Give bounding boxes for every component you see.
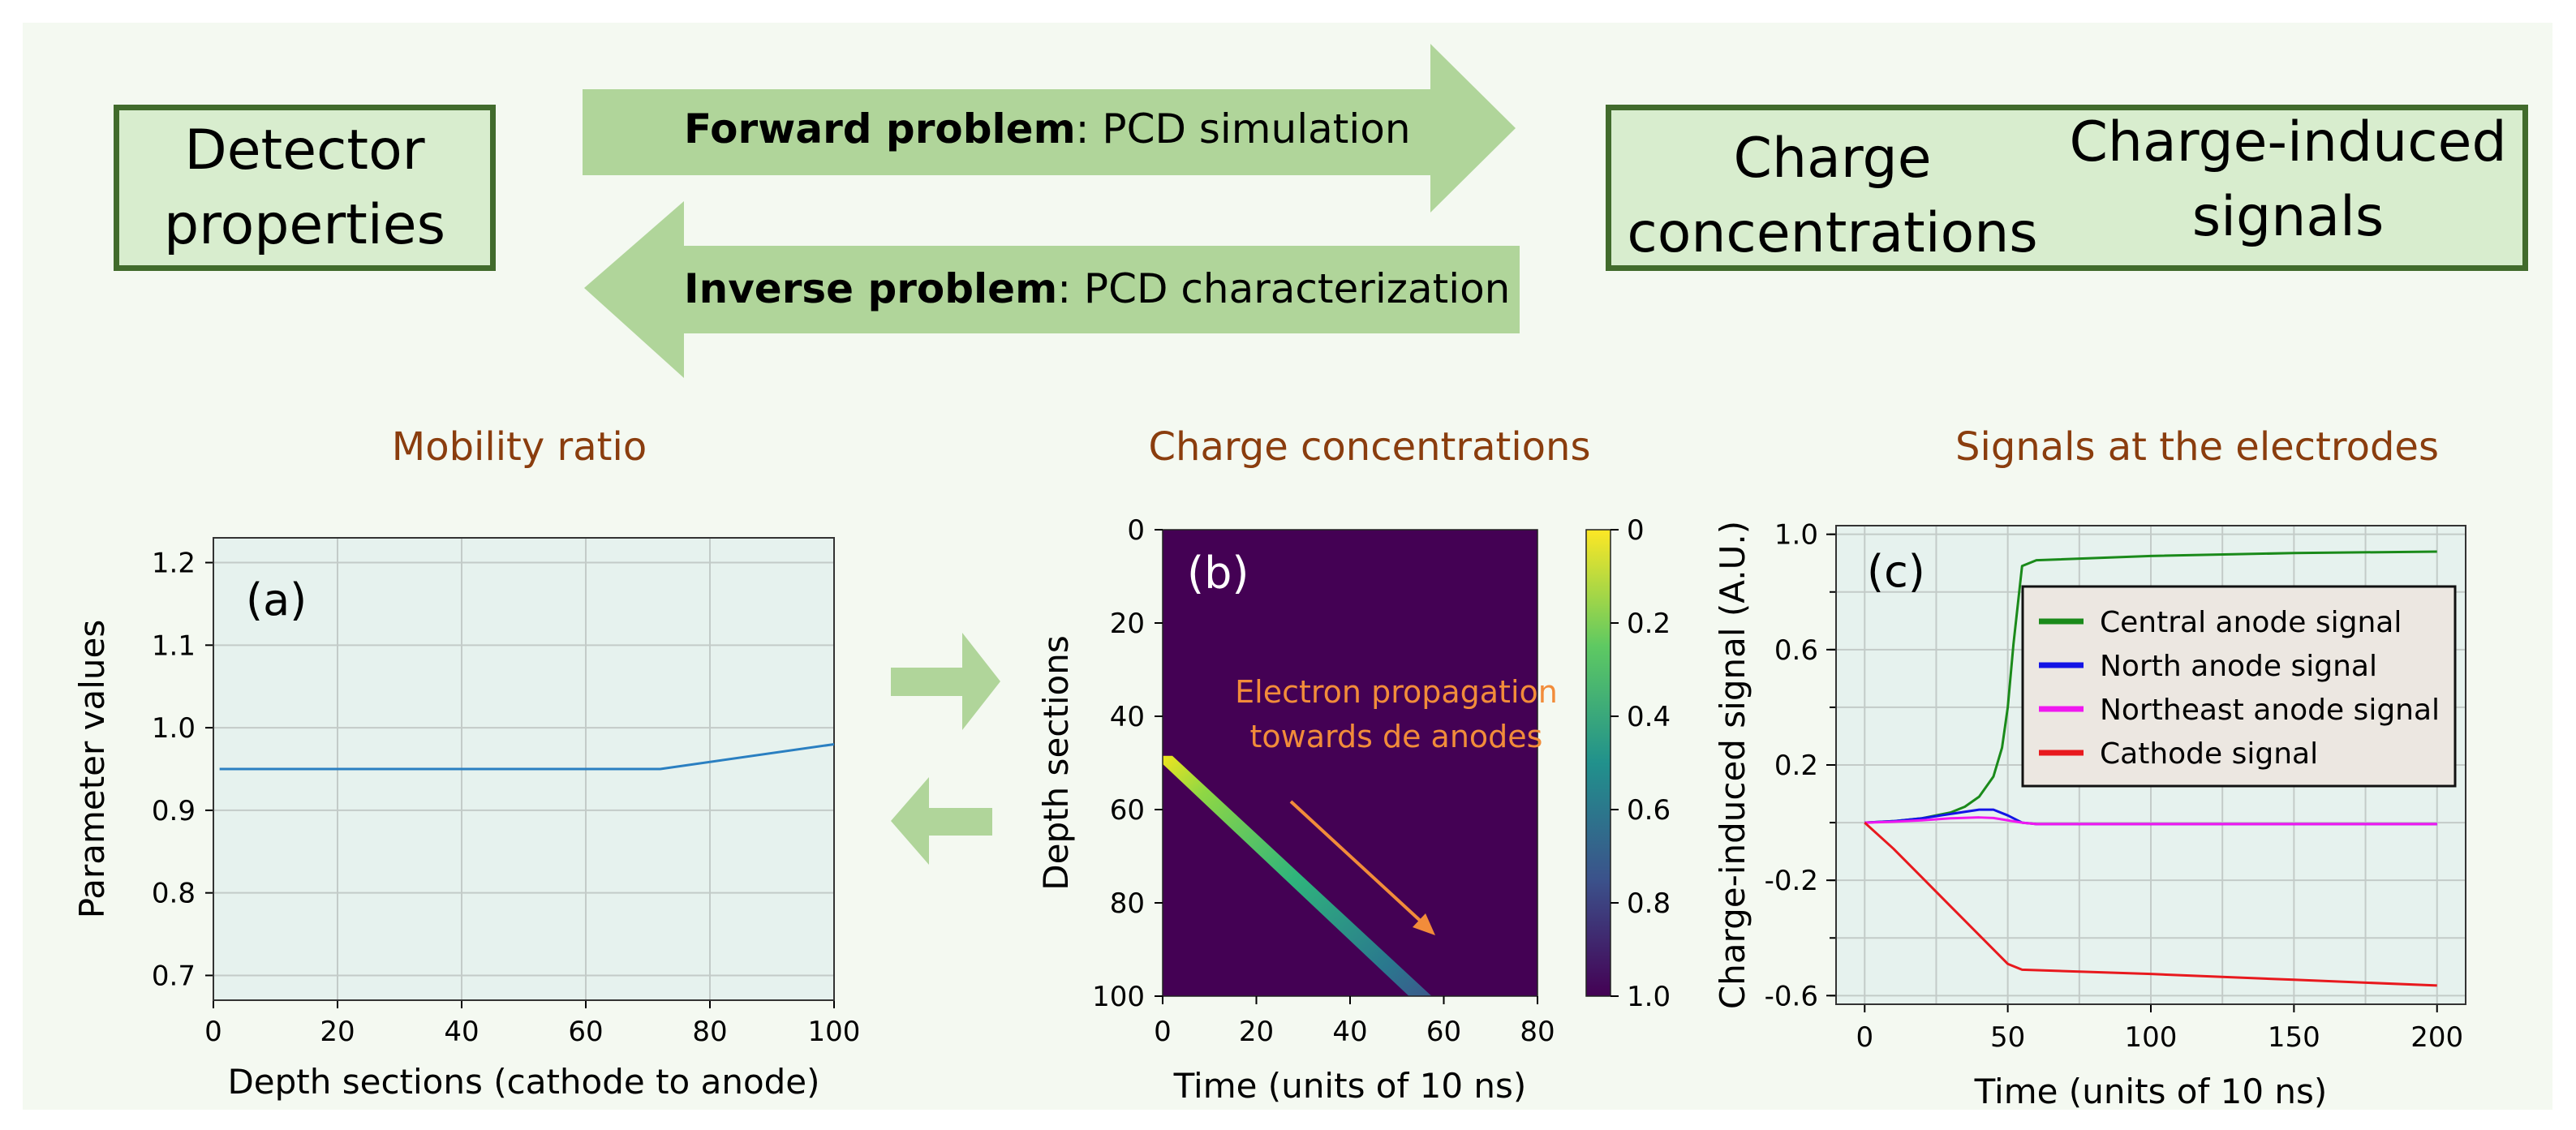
legend-box (2021, 585, 2457, 788)
y-tick-label: -0.6 (1765, 980, 1818, 1012)
x-tick-label: 60 (1426, 1016, 1461, 1048)
y-tick-label: 20 (1110, 608, 1145, 640)
x-tick-label: 100 (808, 1016, 858, 1048)
y-tick-label: 1.1 (152, 629, 196, 662)
x-axis-label: Depth sections (cathode to anode) (227, 1062, 819, 1102)
colorbar (1586, 530, 1611, 996)
y-axis-label: Parameter values (72, 620, 112, 918)
colorbar-tick-label: 1.0 (1627, 981, 1671, 1013)
y-tick-label: 100 (1092, 981, 1145, 1013)
x-tick-label: 100 (2125, 1021, 2178, 1054)
panel-label-a: (a) (246, 574, 307, 625)
y-tick-label: 0.7 (152, 960, 196, 992)
x-axis-label: Time (units of 10 ns) (1974, 1072, 2328, 1110)
forward-arrow-label: Forward problem: PCD simulation (684, 105, 1411, 153)
panel-label-b: (b) (1187, 548, 1249, 599)
legend-label: Central anode signal (2100, 606, 2402, 639)
electron-band (1163, 755, 1432, 996)
detector-properties-line2: properties (163, 192, 445, 257)
panel-a-chart: 0 20 40 60 80 100 0.7 0.8 0.9 1.0 1.1 1.2 (a) Depth s… (72, 537, 858, 1102)
plot-frame (1835, 525, 2466, 1005)
x-tick-label: 40 (444, 1016, 479, 1048)
y-tick-label: -0.2 (1765, 865, 1818, 897)
charge-induced-signals-label: Charge-induced signals (2069, 110, 2507, 249)
panel-c-chart: 0 50 100 150 200 1.0 0.6 0.2 -0.2 -0.6 (c) Central … (1713, 519, 2466, 1110)
annotation-arrow-head (1413, 913, 1435, 935)
legend-label: North anode signal (2100, 650, 2377, 683)
annotation-line1: Electron propagation (1235, 674, 1558, 710)
colorbar-tick-label: 0.6 (1627, 794, 1671, 827)
forward-arrow (583, 44, 1516, 213)
x-tick-label: 200 (2410, 1021, 2463, 1054)
series-line-mobility (219, 742, 835, 771)
y-axis-label: Charge-induced signal (A.U.) (1713, 521, 1752, 1009)
detector-properties-line1: Detector (184, 118, 425, 183)
plot-frame (213, 537, 835, 1001)
x-tick-label: 150 (2268, 1021, 2320, 1054)
x-tick-label: 0 (1856, 1021, 1873, 1054)
y-tick-label: 60 (1110, 794, 1145, 827)
x-tick-label: 80 (1520, 1016, 1555, 1048)
y-tick-label: 80 (1110, 887, 1145, 920)
panel-c-title: Signals at the electrodes (1955, 424, 2439, 470)
series-line (1864, 821, 2437, 987)
charge-concentrations-label: Charge concentrations (1627, 126, 2038, 265)
small-right-arrow (891, 633, 1000, 730)
x-tick-label: 50 (1990, 1021, 2025, 1054)
y-tick-label: 0.9 (152, 795, 196, 827)
y-tick-label: 40 (1110, 701, 1145, 733)
x-tick-label: 20 (1239, 1016, 1274, 1048)
y-tick-label: 1.0 (152, 712, 196, 745)
detector-properties-box: Detector properties (114, 105, 496, 271)
x-axis-label: Time (units of 10 ns) (1173, 1066, 1527, 1106)
inverse-arrow (584, 201, 1520, 378)
y-tick-label: 0 (1127, 514, 1145, 547)
legend-label: Northeast anode signal (2100, 694, 2440, 727)
colorbar-tick-label: 0 (1627, 514, 1645, 547)
heatmap-area (1163, 530, 1537, 996)
panel-a-title: Mobility ratio (391, 424, 647, 470)
small-arrows (891, 633, 1000, 865)
annotation-arrow-shaft (1289, 800, 1427, 927)
small-left-arrow (891, 777, 992, 865)
y-axis-label: Depth sections (1036, 635, 1076, 890)
panel-b-title: Charge concentrations (1148, 424, 1591, 470)
colorbar-tick-label: 0.2 (1627, 608, 1671, 640)
panel-b-chart: 0 20 40 60 80 0 20 40 60 80 100 (b) Electron propaga… (1036, 514, 1671, 1106)
y-tick-label: 1.2 (152, 548, 196, 580)
y-tick-label: 0.6 (1774, 634, 1818, 667)
outputs-box: Charge concentrations Charge-induced sig… (1606, 105, 2528, 271)
x-tick-label: 60 (568, 1016, 603, 1048)
x-tick-label: 80 (692, 1016, 727, 1048)
colorbar-tick-label: 0.4 (1627, 701, 1671, 733)
legend-label: Cathode signal (2100, 737, 2318, 771)
colorbar-frame (1585, 529, 1611, 997)
colorbar-tick-label: 0.8 (1627, 887, 1671, 920)
x-tick-label: 40 (1332, 1016, 1367, 1048)
panel-label-c: (c) (1867, 546, 1925, 597)
x-tick-label: 0 (1154, 1016, 1172, 1048)
x-tick-label: 20 (320, 1016, 355, 1048)
top-arrows (583, 44, 1520, 378)
figure-canvas: Detector properties Charge concentration… (23, 23, 2552, 1110)
y-tick-label: 0.2 (1774, 750, 1818, 782)
series-line (1864, 816, 2437, 826)
inverse-arrow-label: Inverse problem: PCD characterization (684, 265, 1511, 312)
y-tick-label: 0.8 (152, 878, 196, 910)
annotation-line2: towards de anodes (1250, 719, 1543, 754)
y-tick-label: 1.0 (1774, 519, 1818, 552)
x-tick-label: 0 (204, 1016, 222, 1048)
